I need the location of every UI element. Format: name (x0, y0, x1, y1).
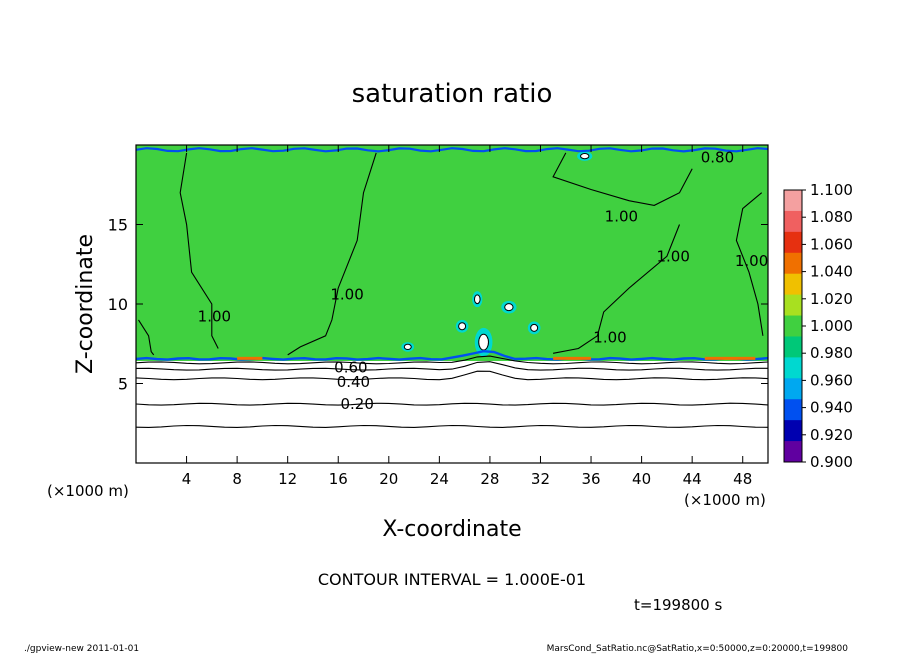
contour-line (179, 152, 219, 349)
x-tick-label: 44 (683, 470, 702, 488)
colorbar-label: 1.080 (810, 208, 853, 226)
x-tick-label: 8 (232, 470, 242, 488)
y-tick-label: 10 (108, 295, 128, 314)
colorbar-swatch (784, 190, 802, 212)
x-tick-label: 32 (531, 470, 550, 488)
colorbar-swatch (784, 231, 802, 254)
dry-blob (530, 323, 539, 332)
x-tick-label: 28 (480, 470, 499, 488)
top-boundary-contour (135, 147, 769, 153)
time-label: t=199800 s (634, 596, 722, 614)
contour-line (135, 424, 769, 428)
colorbar-swatch (784, 420, 802, 442)
dry-blob (458, 322, 467, 331)
x-tick-label: 16 (329, 470, 348, 488)
contour-interval-note: CONTOUR INTERVAL = 1.000E-01 (318, 570, 586, 589)
chart-title: saturation ratio (352, 79, 553, 109)
supersaturated-patch (237, 356, 263, 360)
footer-left: ./gpview-new 2011-01-01 (24, 644, 139, 654)
colorbar: 1.100 1.080 1.060 1.040 1.020 1.000 0.980 0.960… (783, 181, 853, 471)
contour-line (552, 152, 693, 206)
colorbar-label: 0.900 (810, 453, 853, 471)
contour-line (138, 319, 155, 356)
x-tick-label: 4 (182, 470, 192, 488)
colorbar-swatch (784, 399, 802, 421)
x-tick-label: 20 (379, 470, 398, 488)
contour-label: 1.00 (330, 285, 363, 303)
contour-line (735, 192, 764, 336)
contour-line (552, 224, 681, 354)
contour-line (287, 152, 377, 356)
supersaturated-patch (704, 356, 756, 360)
colorbar-swatch (784, 315, 802, 337)
x-axis-label: X-coordinate (382, 517, 521, 542)
colorbar-label: 0.940 (810, 399, 853, 417)
colorbar-swatch (784, 273, 802, 296)
contour-label: 1.00 (198, 308, 231, 326)
x-unit-left: (×1000 m) (47, 482, 129, 500)
colorbar-swatch (784, 378, 802, 400)
contour-line (135, 355, 769, 365)
x-unit-right: (×1000 m) (684, 491, 766, 509)
contour-label: 0.20 (340, 395, 373, 413)
contour-line (135, 361, 768, 371)
contour-label: 1.00 (605, 208, 638, 226)
y-tick-label: 15 (108, 216, 128, 235)
x-tick-label: 36 (581, 470, 600, 488)
colorbar-label: 1.100 (810, 181, 853, 199)
colorbar-swatch (784, 357, 802, 379)
colorbar-swatch (784, 336, 802, 358)
colorbar-label: 1.000 (810, 317, 853, 335)
dry-blob (580, 153, 590, 160)
dry-blob (478, 333, 489, 351)
x-tick-label: 12 (278, 470, 297, 488)
colorbar-label: 1.040 (810, 263, 853, 281)
dry-blob (403, 343, 412, 351)
x-tick-label: 48 (733, 470, 752, 488)
colorbar-label: 0.980 (810, 344, 853, 362)
colorbar-swatch (784, 294, 802, 317)
y-tick-label: 5 (118, 375, 128, 394)
contour-label: 1.00 (656, 247, 689, 265)
contour-label: 0.60 (334, 359, 367, 377)
colorbar-swatch (784, 441, 802, 463)
x-tick-label: 24 (430, 470, 449, 488)
colorbar-label: 0.960 (810, 371, 853, 389)
colorbar-swatch (784, 210, 802, 233)
contour-label: 0.80 (701, 149, 734, 167)
plot-area: 1.00 1.00 1.00 1.00 1.00 1.00 0.80 0.600.40 0.20 (135, 144, 769, 464)
colorbar-swatch (784, 252, 802, 275)
saturated-region (136, 145, 768, 361)
contour-label: 0.40 (337, 373, 370, 391)
colorbar-label: 1.060 (810, 235, 853, 253)
y-axis-label: Z-coordinate (73, 234, 98, 374)
dry-blob (504, 303, 514, 312)
colorbar-label: 0.920 (810, 426, 853, 444)
x-tick-label: 40 (632, 470, 651, 488)
contour-label: 1.00 (735, 252, 768, 270)
contour-line (135, 370, 769, 381)
contour-line (135, 402, 769, 406)
footer-right: MarsCond_SatRatio.nc@SatRatio,x=0:50000,… (547, 644, 849, 654)
dry-blob (473, 294, 481, 305)
colorbar-label: 1.020 (810, 290, 853, 308)
supersaturated-patch (553, 356, 592, 360)
contour-label: 1.00 (593, 328, 626, 346)
